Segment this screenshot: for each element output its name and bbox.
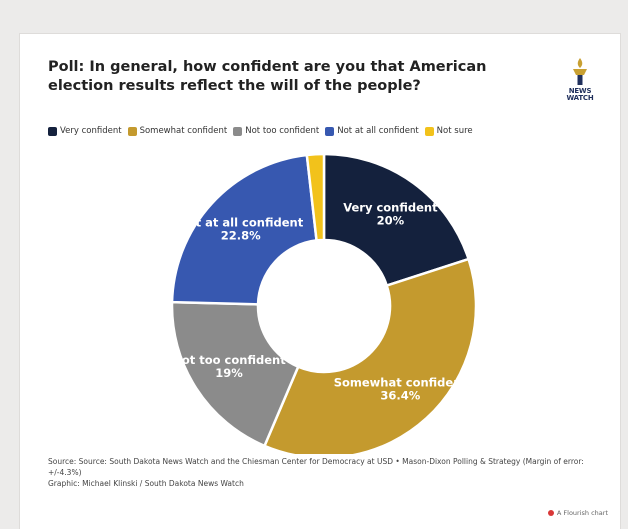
legend-swatch	[325, 126, 335, 136]
legend-label: Not sure	[436, 126, 473, 136]
legend-label: Not at all confident	[337, 126, 419, 136]
donut-slice-not-too-confident[interactable]	[170, 300, 300, 448]
legend-swatch	[424, 126, 434, 136]
legend-label: Not too confident	[245, 126, 320, 136]
news-watch-logo: NEWS WATCH	[560, 56, 600, 106]
slice-label-value: 20%	[377, 214, 405, 228]
slice-label-name: Somewhat confident	[334, 375, 468, 389]
slice-label-value: 19%	[215, 366, 243, 380]
chart-card: Poll: In general, how confident are you …	[20, 34, 620, 529]
source-note: Source: Source: South Dakota News Watch …	[48, 457, 584, 477]
donut-slice-not-at-all-confident[interactable]	[170, 153, 318, 306]
legend-label: Very confident	[60, 126, 122, 136]
legend-label: Somewhat confident	[139, 126, 228, 136]
legend-item[interactable]: Not sure	[424, 126, 473, 136]
legend-swatch	[233, 126, 243, 136]
flourish-label: A Flourish chart	[556, 509, 608, 517]
chart-legend: Very confident Somewhat confident Not too …	[48, 124, 479, 138]
slice-label-name: Very confident	[343, 201, 438, 215]
legend-item[interactable]: Not at all confident	[325, 126, 419, 136]
slice-label-value: 22.8%	[221, 229, 261, 243]
legend-item[interactable]: Not too confident	[233, 126, 319, 136]
graphic-credit: Graphic: Michael Klinski / South Dakota …	[48, 479, 244, 488]
donut-chart: Very confident 20% Somewhat confident 36.4%…	[20, 34, 620, 454]
slice-label-value: 36.4%	[380, 388, 420, 402]
logo-text: NEWS WATCH	[566, 87, 594, 102]
donut-slice-somewhat-confident[interactable]	[262, 257, 478, 454]
chart-footer: Source: Source: South Dakota News Watch …	[48, 456, 608, 489]
donut-slice-very-confident[interactable]	[322, 152, 471, 288]
flourish-credit[interactable]: A Flourish chart	[547, 509, 608, 517]
legend-swatch	[48, 126, 57, 136]
legend-swatch	[127, 126, 137, 136]
chart-title: Poll: In general, how confident are you …	[48, 59, 487, 94]
donut-slice-not-sure[interactable]	[305, 152, 326, 242]
legend-item[interactable]: Somewhat confident	[127, 126, 228, 136]
torch-icon	[573, 58, 587, 85]
legend-item[interactable]: Very confident	[48, 126, 122, 136]
slice-label-name: Not at all confident	[178, 216, 304, 230]
slice-label-name: Not too confident	[172, 353, 286, 367]
flourish-icon	[547, 510, 554, 516]
